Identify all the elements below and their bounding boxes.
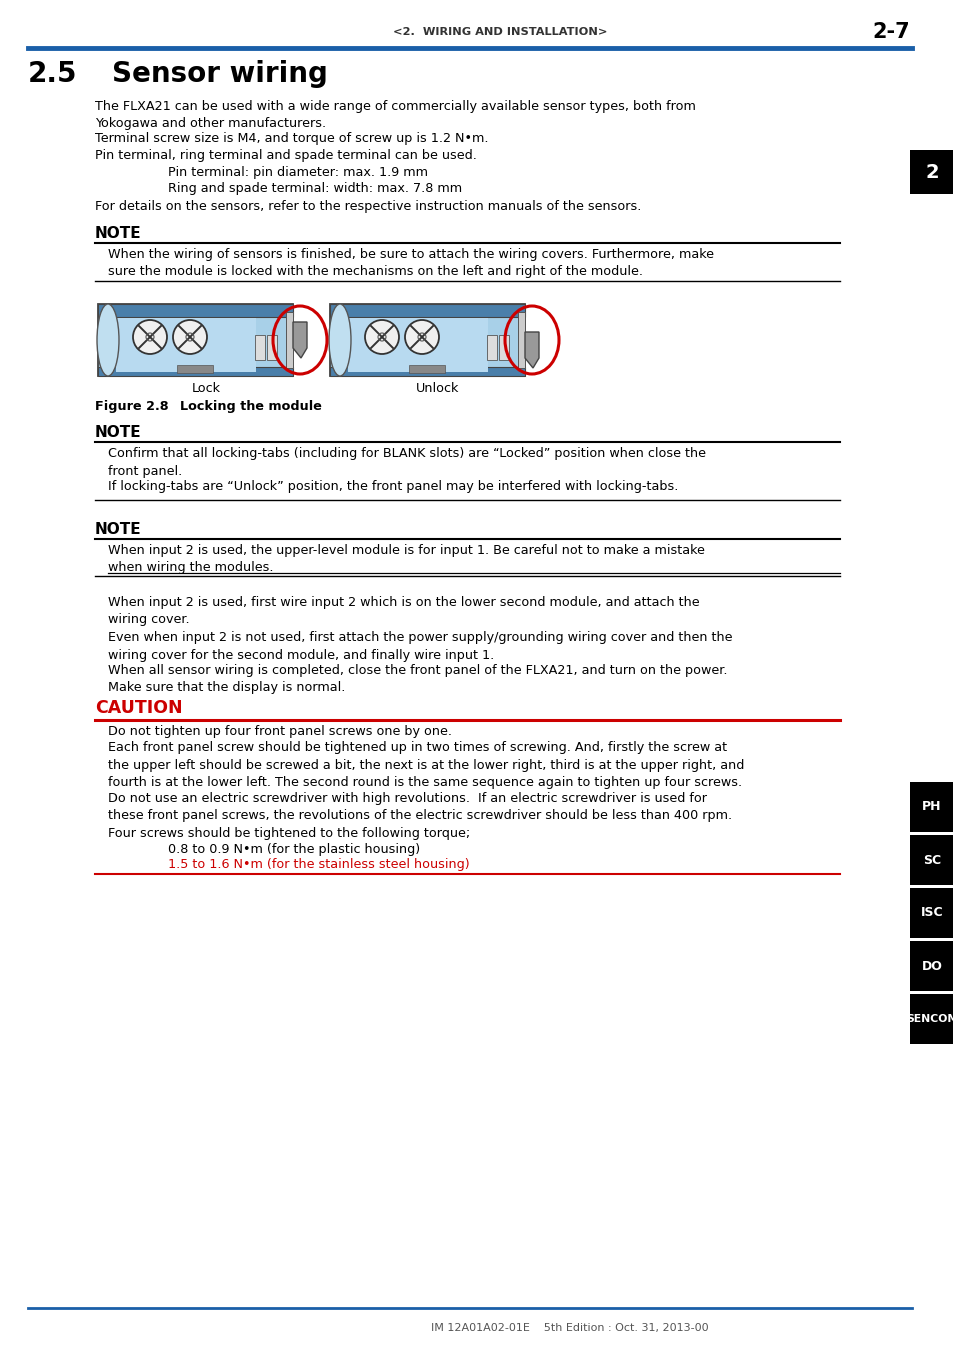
Text: NOTE: NOTE (95, 425, 141, 440)
Text: SC: SC (922, 853, 940, 867)
Text: Confirm that all locking-tabs (including for BLANK slots) are “Locked” position : Confirm that all locking-tabs (including… (108, 447, 705, 478)
Text: PH: PH (922, 801, 941, 814)
Bar (498, 335, 509, 360)
Circle shape (172, 320, 207, 354)
Text: Each front panel screw should be tightened up in two times of screwing. And, fir: Each front panel screw should be tighten… (108, 741, 743, 788)
Text: Figure 2.8: Figure 2.8 (95, 400, 169, 413)
Bar (267, 335, 276, 360)
Bar (116, 319, 255, 373)
Text: Ring and spade terminal: width: max. 7.8 mm: Ring and spade terminal: width: max. 7.8… (168, 182, 461, 194)
Text: Do not use an electric screwdriver with high revolutions.  If an electric screwd: Do not use an electric screwdriver with … (108, 792, 731, 822)
Bar (330, 304, 524, 317)
Text: Do not tighten up four front panel screws one by one.: Do not tighten up four front panel screw… (108, 725, 452, 738)
Circle shape (132, 320, 167, 354)
Text: NOTE: NOTE (95, 225, 141, 242)
Text: 0.8 to 0.9 N•m (for the plastic housing): 0.8 to 0.9 N•m (for the plastic housing) (168, 842, 419, 856)
FancyBboxPatch shape (330, 304, 524, 377)
Bar (909, 888, 953, 938)
Text: 2-7: 2-7 (871, 22, 909, 42)
Text: When the wiring of sensors is finished, be sure to attach the wiring covers. Fur: When the wiring of sensors is finished, … (108, 248, 713, 278)
Text: 1.5 to 1.6 N•m (for the stainless steel housing): 1.5 to 1.6 N•m (for the stainless steel … (168, 859, 469, 871)
Bar (409, 364, 444, 373)
Bar (348, 319, 488, 373)
Text: CAUTION: CAUTION (95, 699, 182, 717)
Text: 2: 2 (924, 162, 938, 181)
Bar (286, 312, 293, 369)
Text: Pin terminal: pin diameter: max. 1.9 mm: Pin terminal: pin diameter: max. 1.9 mm (168, 166, 428, 180)
Bar (98, 367, 293, 377)
Text: Pin terminal, ring terminal and spade terminal can be used.: Pin terminal, ring terminal and spade te… (95, 148, 477, 162)
Bar (98, 304, 293, 317)
FancyBboxPatch shape (98, 304, 293, 377)
Text: ISC: ISC (920, 906, 943, 919)
Circle shape (365, 320, 398, 354)
Text: When input 2 is used, the upper-level module is for input 1. Be careful not to m: When input 2 is used, the upper-level mo… (108, 544, 704, 575)
Ellipse shape (97, 304, 119, 377)
Bar (909, 836, 953, 886)
Text: When input 2 is used, first wire input 2 which is on the lower second module, an: When input 2 is used, first wire input 2… (108, 595, 732, 662)
Bar (177, 364, 213, 373)
Polygon shape (524, 332, 538, 369)
Bar (909, 994, 953, 1044)
Text: NOTE: NOTE (95, 522, 141, 537)
Text: Lock: Lock (192, 382, 220, 396)
Text: The FLXA21 can be used with a wide range of commercially available sensor types,: The FLXA21 can be used with a wide range… (95, 100, 695, 131)
Text: If locking-tabs are “Unlock” position, the front panel may be interfered with lo: If locking-tabs are “Unlock” position, t… (108, 481, 678, 493)
Bar (909, 782, 953, 832)
Text: 2.5: 2.5 (28, 59, 77, 88)
Text: Sensor wiring: Sensor wiring (112, 59, 328, 88)
Bar (486, 335, 497, 360)
Text: IM 12A01A02-01E    5th Edition : Oct. 31, 2013-00: IM 12A01A02-01E 5th Edition : Oct. 31, 2… (431, 1323, 708, 1332)
Circle shape (405, 320, 438, 354)
Text: SENCOM: SENCOM (905, 1014, 953, 1025)
Text: When all sensor wiring is completed, close the front panel of the FLXA21, and tu: When all sensor wiring is completed, clo… (108, 664, 727, 694)
Polygon shape (293, 323, 307, 358)
Text: Terminal screw size is M4, and torque of screw up is 1.2 N•m.: Terminal screw size is M4, and torque of… (95, 132, 488, 144)
Text: DO: DO (921, 960, 942, 972)
Text: <2.  WIRING AND INSTALLATION>: <2. WIRING AND INSTALLATION> (393, 27, 607, 36)
Bar (254, 335, 265, 360)
Text: Unlock: Unlock (416, 382, 459, 396)
Bar (909, 150, 953, 194)
Bar (330, 367, 524, 377)
Ellipse shape (329, 304, 351, 377)
Text: Locking the module: Locking the module (180, 400, 321, 413)
Bar (517, 312, 524, 369)
Text: Four screws should be tightened to the following torque;: Four screws should be tightened to the f… (108, 828, 470, 840)
Text: For details on the sensors, refer to the respective instruction manuals of the s: For details on the sensors, refer to the… (95, 200, 640, 213)
Bar (909, 941, 953, 991)
